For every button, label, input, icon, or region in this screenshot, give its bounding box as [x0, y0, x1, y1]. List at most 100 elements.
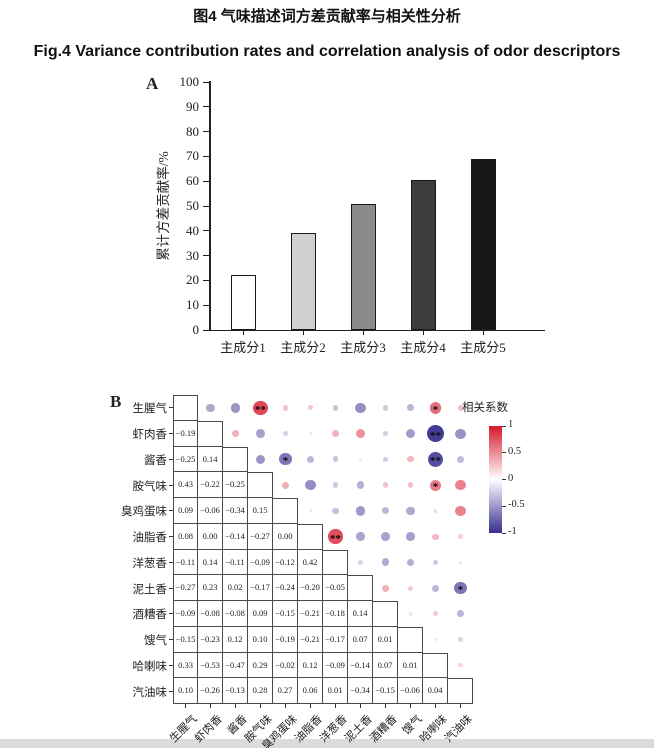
diagonal-cell: [423, 652, 448, 679]
correlation-value-cell: 0.10: [248, 626, 273, 653]
col-tick: [385, 704, 386, 708]
col-tick: [360, 704, 361, 708]
row-label: 汽油味: [132, 686, 168, 699]
row-tick: [169, 613, 173, 615]
correlation-value-cell: −0.21: [298, 601, 323, 627]
col-tick: [435, 704, 436, 708]
correlation-value-cell: −0.19: [273, 626, 298, 653]
corr-bubble: [406, 558, 415, 567]
row-label: 哈喇味: [132, 660, 168, 673]
corr-bubble: [256, 429, 265, 439]
correlation-value-cell: 0.09: [173, 498, 198, 524]
corr-bubble: [332, 456, 339, 463]
row-tick: [169, 664, 173, 666]
y-tick: [203, 304, 209, 306]
significance-stars: *: [432, 481, 439, 494]
corr-bubble: [458, 534, 463, 539]
correlation-value-cell: −0.19: [173, 420, 198, 447]
correlation-value-cell: 0.00: [198, 523, 223, 550]
diagonal-cell: [348, 575, 373, 601]
row-label: 洋葱香: [132, 557, 168, 570]
bar-pc5: [470, 158, 496, 330]
correlation-value-cell: −0.23: [198, 626, 223, 653]
legend-tick: [502, 532, 506, 534]
correlation-value-cell: 0.01: [398, 652, 423, 679]
corr-bubble: [281, 481, 290, 489]
y-tick: [203, 279, 209, 282]
corr-bubble: [407, 456, 414, 463]
significance-stars: *: [432, 403, 439, 416]
y-tick: [203, 131, 209, 133]
row-tick: [169, 639, 173, 641]
correlation-value-cell: −0.27: [173, 575, 198, 601]
correlation-value-cell: 0.12: [223, 626, 248, 653]
corr-bubble: [307, 405, 314, 411]
corr-bubble: [328, 529, 343, 544]
diagonal-cell: [323, 549, 348, 576]
corr-bubble: [406, 506, 415, 515]
correlation-value-cell: −0.12: [273, 549, 298, 576]
significance-stars: **: [430, 429, 441, 442]
corr-bubble: [382, 482, 389, 488]
diagonal-cell: [173, 395, 198, 421]
correlation-value-cell: −0.18: [323, 601, 348, 627]
x-tick: [482, 331, 484, 335]
x-category-label: 主成分4: [400, 340, 446, 355]
corr-bubble: [309, 432, 312, 436]
col-tick: [235, 704, 236, 708]
y-tick-label: 0: [192, 322, 200, 337]
x-category-label: 主成分5: [460, 340, 506, 355]
x-axis: [209, 329, 545, 331]
corr-bubble: [455, 479, 466, 491]
corr-bubble: [356, 532, 365, 541]
corr-bubble: [433, 611, 438, 617]
corr-bubble: [332, 482, 339, 488]
x-tick: [302, 331, 304, 335]
correlation-value-cell: −0.24: [273, 575, 298, 601]
diagonal-cell: [248, 472, 273, 498]
row-label: 臭鸡蛋味: [121, 506, 167, 519]
corr-bubble: [458, 560, 463, 564]
correlation-value-cell: −0.15: [373, 678, 398, 704]
correlation-value-cell: 0.09: [248, 601, 273, 627]
col-tick: [460, 704, 461, 708]
bar-pc1: [230, 275, 256, 330]
correlation-value-cell: −0.17: [248, 575, 273, 601]
correlation-value-cell: 0.43: [173, 472, 198, 498]
corr-bubble: [406, 532, 415, 541]
panel-a-label: A: [146, 74, 159, 93]
corr-bubble: [355, 429, 366, 439]
correlation-value-cell: −0.11: [223, 549, 248, 576]
legend-tick-label: -1: [508, 526, 517, 537]
corr-bubble: [457, 456, 464, 463]
corr-bubble: [458, 637, 463, 642]
legend-tick: [502, 479, 506, 480]
corr-bubble: [406, 404, 415, 412]
corr-bubble: [455, 428, 466, 439]
corr-bubble: [282, 405, 289, 411]
y-tick: [203, 180, 209, 182]
correlation-value-cell: 0.00: [273, 523, 298, 550]
row-tick: [169, 536, 173, 538]
correlation-value-cell: −0.13: [223, 678, 248, 704]
correlation-value-cell: 0.07: [348, 626, 373, 653]
legend-title: 相关系数: [462, 402, 508, 414]
row-tick: [169, 407, 173, 409]
correlation-value-cell: 0.07: [373, 652, 398, 679]
row-tick: [169, 587, 173, 589]
significance-stars: **: [330, 532, 341, 545]
correlation-value-cell: 0.42: [298, 549, 323, 576]
corr-bubble: [305, 479, 316, 491]
correlation-value-cell: −0.09: [323, 652, 348, 679]
correlation-value-cell: −0.25: [173, 446, 198, 473]
correlation-value-cell: −0.14: [223, 523, 248, 550]
corr-bubble: [283, 431, 288, 436]
corr-bubble: [309, 509, 312, 513]
x-category-label: 主成分3: [340, 340, 386, 355]
y-tick: [203, 106, 209, 108]
corr-bubble: [427, 451, 444, 468]
corr-bubble: [381, 507, 390, 515]
significance-stars: **: [255, 403, 266, 416]
correlation-value-cell: 0.33: [173, 652, 198, 679]
